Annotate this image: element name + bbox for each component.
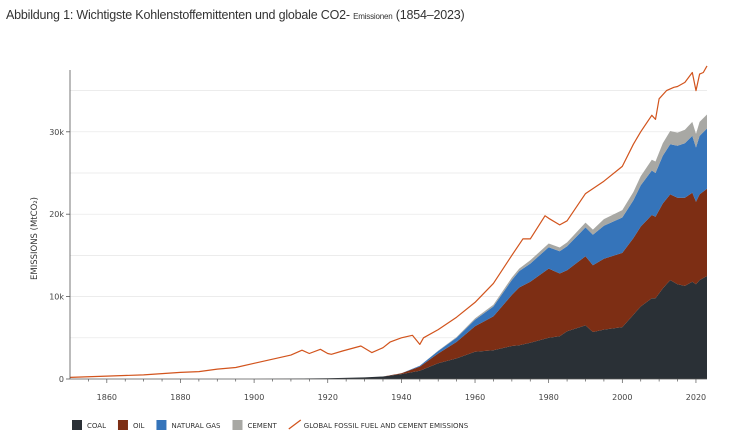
area-natural-gas [84, 128, 707, 379]
legend-swatch-cement [232, 420, 243, 430]
legend-swatch-coal [72, 420, 82, 430]
x-tick-label: 2000 [612, 393, 632, 402]
x-tick-label: 1940 [391, 393, 411, 402]
area-oil [84, 188, 707, 379]
legend-swatch-natural-gas [156, 420, 167, 430]
axes: 0 10k 20k 30k 1860 1880 1900 1920 1940 1960 1980 20… [30, 70, 707, 402]
stacked-areas [84, 114, 707, 379]
x-tick-label: 1860 [97, 393, 117, 402]
legend-label-oil: OIL [133, 422, 145, 430]
title-subscript: Emissionen [353, 12, 393, 21]
x-tick-label: 1960 [465, 393, 485, 402]
legend-label-cement: CEMENT [247, 422, 277, 430]
chart-title: Abbildung 1: Wichtigste Kohlenstoffemitt… [6, 8, 465, 22]
legend-label-global-fossil-fuel-and-cement-emissions: GLOBAL FOSSIL FUEL AND CEMENT EMISSIONS [304, 422, 469, 430]
x-tick-label: 1920 [318, 393, 338, 402]
legend-swatch-global-fossil-fuel-and-cement-emissions [288, 419, 302, 430]
legend-label-natural-gas: NATURAL GAS [171, 422, 221, 430]
legend-swatch-oil [117, 420, 128, 430]
x-tick-label: 2020 [686, 393, 706, 402]
total-emissions-line-group [69, 65, 708, 378]
area-coal [84, 276, 707, 379]
x-tick-label: 1900 [244, 393, 264, 402]
legend-label-coal: COAL [87, 422, 106, 430]
y-tick-label: 0 [59, 375, 64, 384]
title-years: (1854–2023) [395, 8, 465, 22]
y-tick-label: 30k [49, 128, 64, 137]
x-tick-label: 1880 [170, 393, 190, 402]
title-main: Abbildung 1: Wichtigste Kohlenstoffemitt… [6, 8, 350, 22]
legend: COAL OIL NATURAL GAS CEMENT GLOBAL FOSSIL FU… [72, 419, 469, 430]
y-tick-label: 20k [49, 210, 64, 219]
x-tick-label: 1980 [538, 393, 558, 402]
y-tick-label: 10k [49, 293, 64, 302]
total-emissions-line [69, 65, 708, 378]
y-axis-title: EMISSIONS (MtCO₂) [30, 197, 40, 280]
